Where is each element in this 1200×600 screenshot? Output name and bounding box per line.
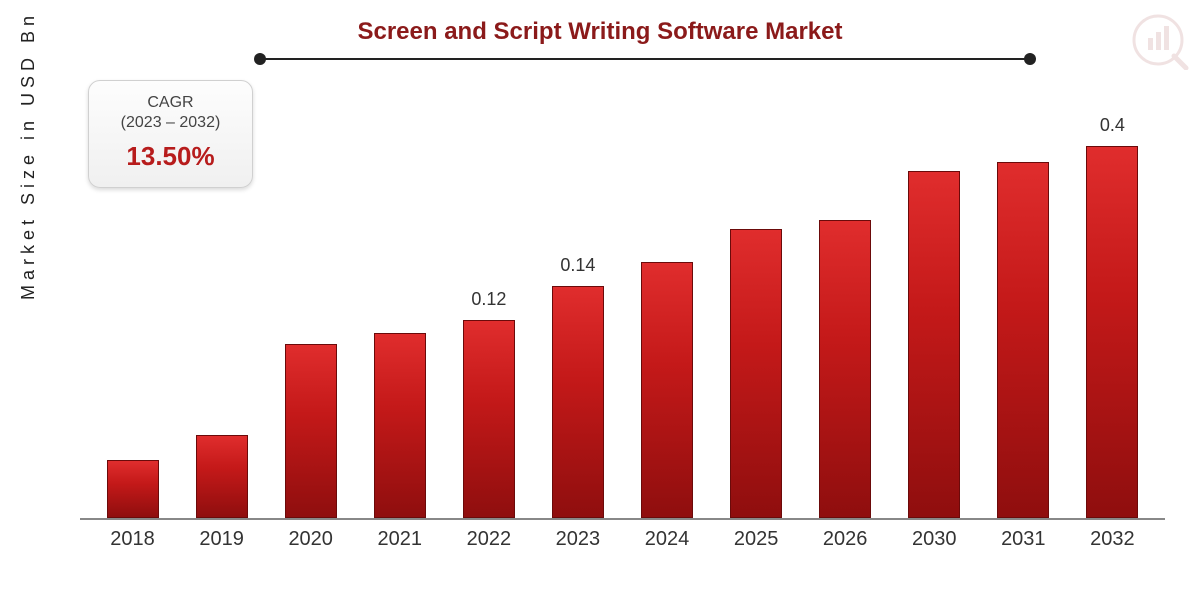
forecast-bracket — [260, 58, 1030, 72]
bar-wrap — [102, 460, 164, 518]
bar — [997, 162, 1049, 518]
bar-wrap: 0.12 — [458, 320, 520, 518]
bar — [730, 229, 782, 518]
chart-plot-area: 0.12 0.14 0.4 — [80, 90, 1165, 520]
x-tick-label: 2025 — [725, 528, 787, 551]
x-tick-label: 2032 — [1081, 528, 1143, 551]
bar — [463, 320, 515, 518]
watermark-icon — [1130, 10, 1190, 70]
bar-value-label: 0.12 — [471, 289, 506, 310]
bar-wrap — [725, 229, 787, 518]
bar — [196, 435, 248, 518]
x-axis-labels: 2018 2019 2020 2021 2022 2023 2024 2025 2026 2030… — [80, 528, 1165, 551]
bar-value-label: 0.14 — [560, 255, 595, 276]
bar — [908, 171, 960, 518]
bar — [1086, 146, 1138, 518]
bar — [552, 286, 604, 518]
x-tick-label: 2026 — [814, 528, 876, 551]
bar — [641, 262, 693, 518]
bar-wrap — [191, 435, 253, 518]
x-tick-label: 2022 — [458, 528, 520, 551]
bar-wrap — [903, 171, 965, 518]
bar-wrap — [814, 220, 876, 518]
bar — [374, 333, 426, 518]
bar-wrap — [280, 344, 342, 518]
bars-container: 0.12 0.14 0.4 — [80, 90, 1165, 518]
bar — [285, 344, 337, 518]
bar-wrap: 0.4 — [1081, 146, 1143, 518]
bar-wrap — [636, 262, 698, 518]
bar — [819, 220, 871, 518]
x-tick-label: 2019 — [191, 528, 253, 551]
y-axis-label: Market Size in USD Bn — [18, 11, 39, 300]
x-tick-label: 2023 — [547, 528, 609, 551]
x-tick-label: 2031 — [992, 528, 1054, 551]
x-tick-label: 2024 — [636, 528, 698, 551]
x-tick-label: 2018 — [102, 528, 164, 551]
bar-value-label: 0.4 — [1100, 115, 1125, 136]
x-tick-label: 2030 — [903, 528, 965, 551]
chart-title: Screen and Script Writing Software Marke… — [0, 0, 1200, 46]
bar-wrap — [992, 162, 1054, 518]
bar-wrap — [369, 333, 431, 518]
bar-wrap: 0.14 — [547, 286, 609, 518]
x-tick-label: 2021 — [369, 528, 431, 551]
x-tick-label: 2020 — [280, 528, 342, 551]
bar — [107, 460, 159, 518]
